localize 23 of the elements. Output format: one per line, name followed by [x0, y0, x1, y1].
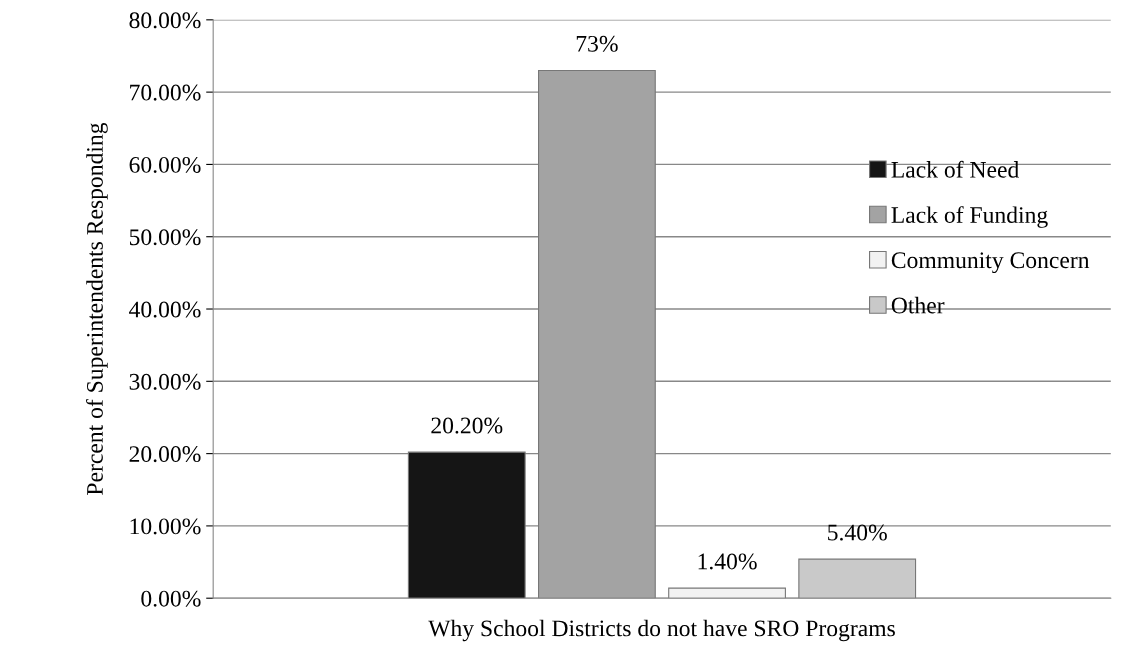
legend-label: Community Concern: [891, 252, 1090, 274]
bar: [668, 587, 786, 599]
data-label: 20.20%: [431, 417, 503, 434]
data-label: 5.40%: [828, 524, 887, 541]
bar: [798, 558, 917, 599]
legend-label: Lack of Funding: [891, 206, 1048, 228]
legend-label: Other: [891, 296, 945, 314]
data-label: 73%: [576, 35, 618, 52]
x-axis-title: Why School Districts do not have SRO Programs: [428, 619, 895, 642]
y-tick-label: 30.00%: [129, 373, 201, 390]
y-tick-label: 10.00%: [130, 518, 201, 535]
y-tick-label: 70.00%: [130, 84, 201, 101]
y-tick-label: 0.00%: [141, 590, 201, 607]
data-label: 1.40%: [698, 553, 757, 570]
y-tick-label: 40.00%: [129, 301, 201, 318]
y-tick-label: 50.00%: [129, 229, 201, 246]
y-tick-label: 20.00%: [129, 446, 201, 463]
bar: [538, 69, 656, 599]
y-axis-title: Percent of Superintendents Responding: [86, 122, 108, 495]
legend-label: Lack of Need: [891, 160, 1020, 178]
y-tick-label: 60.00%: [129, 156, 201, 173]
y-tick-label: 80.00%: [129, 12, 201, 29]
bar: [407, 451, 526, 599]
